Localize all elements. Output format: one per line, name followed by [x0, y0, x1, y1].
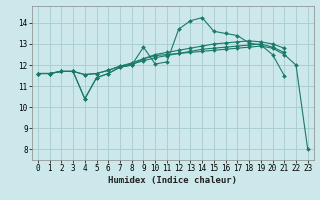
X-axis label: Humidex (Indice chaleur): Humidex (Indice chaleur): [108, 176, 237, 185]
